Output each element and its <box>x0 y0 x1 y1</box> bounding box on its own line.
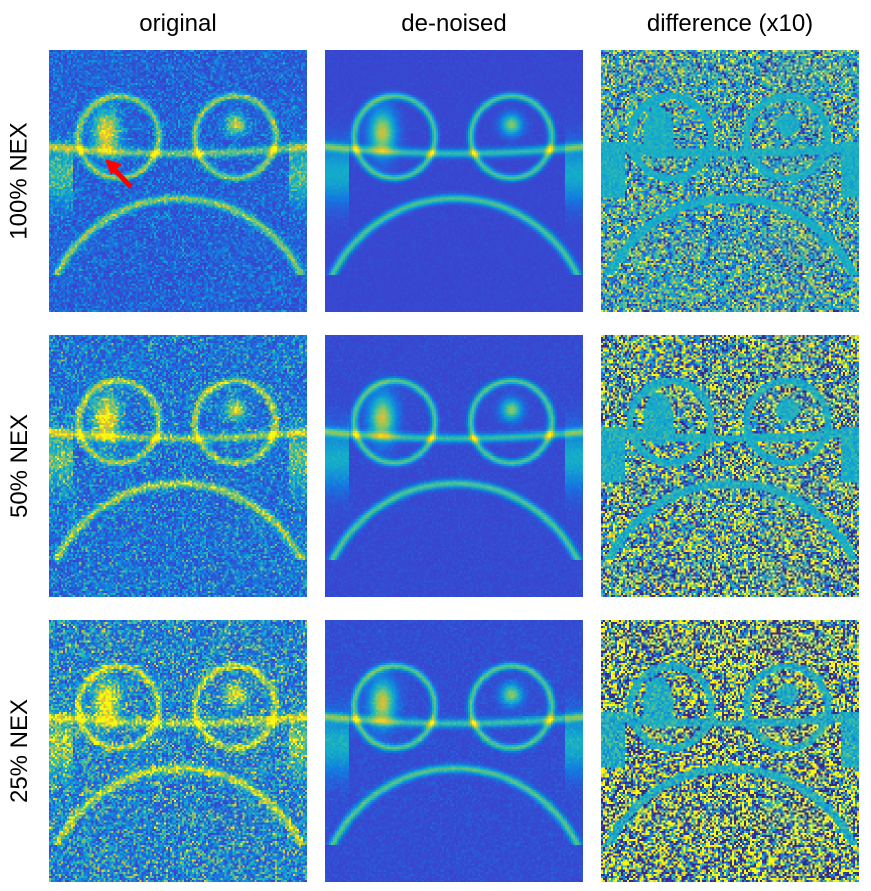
row-label-100: 100% NEX <box>0 50 40 312</box>
image-original-row-3 <box>49 620 307 882</box>
column-title-original: original <box>139 10 217 37</box>
row-label-50: 50% NEX <box>0 335 40 597</box>
column-title-difference: difference (x10) <box>646 10 814 37</box>
image-difference-row-3 <box>601 620 859 882</box>
image-denoised-row-1 <box>325 50 583 312</box>
image-denoised-row-2 <box>325 335 583 597</box>
row-label-text: 25% NEX <box>6 698 33 804</box>
image-denoised-row-3 <box>325 620 583 882</box>
image-difference-row-2 <box>601 335 859 597</box>
image-original-row-2 <box>49 335 307 597</box>
row-label-text: 50% NEX <box>6 413 33 519</box>
column-title-denoised: de-noised <box>401 10 507 37</box>
row-label-25: 25% NEX <box>0 620 40 882</box>
row-label-text: 100% NEX <box>6 122 33 240</box>
image-original-row-1 <box>49 50 307 312</box>
image-difference-row-1 <box>601 50 859 312</box>
